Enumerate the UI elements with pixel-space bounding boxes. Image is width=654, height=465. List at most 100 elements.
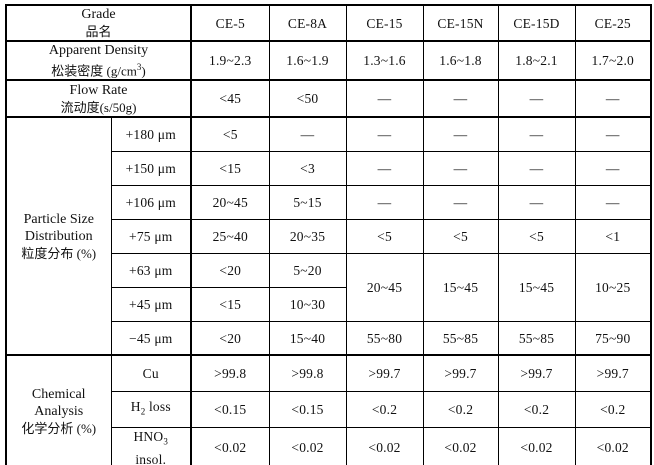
flow-rate-label-cell: Flow Rate 流动度(s/50g) (5, 79, 192, 118)
particle-size-row: +45 μm <15 10~30 (6, 286, 651, 322)
value-cell: <0.02 (345, 426, 424, 465)
value-cell: <0.02 (268, 426, 347, 465)
apparent-density-label-cn: 松装密度 (g/cm3) (51, 62, 146, 79)
value-cell: >99.8 (268, 354, 347, 392)
value-cell: 1.6~1.8 (422, 39, 499, 81)
value-cell: <3 (268, 150, 347, 186)
chemical-param-label: HNO3 insol. (110, 426, 192, 465)
value-cell: — (574, 150, 652, 186)
value-cell: 5~15 (268, 184, 347, 220)
chemical-analysis-label-cell: Chemical Analysis 化学分析 (%) (5, 354, 112, 465)
particle-size-label-cell: Particle Size Distribution 粒度分布 (%) (5, 116, 112, 356)
chemical-analysis-row: Chemical Analysis 化学分析 (%) Cu >99.8 >99.… (5, 354, 652, 465)
value-cell: <50 (268, 79, 347, 118)
value-cell: <20 (190, 320, 270, 356)
value-cell: <20 (190, 252, 270, 288)
size-fraction-label: +150 μm (110, 150, 192, 186)
value-cell: >99.7 (497, 354, 576, 392)
copper-powder-spec-table: Grade 品名 CE-5 CE-8A CE-15 CE-15N CE-15D … (5, 4, 653, 465)
particle-size-row: +63 μm <20 5~20 20~45 15~45 15~45 10~25 (6, 252, 652, 322)
grade-column-ce8a: CE-8A (268, 4, 347, 42)
value-cell: — (422, 116, 499, 152)
value-cell: <0.2 (345, 390, 424, 428)
particle-size-row: Particle Size Distribution 粒度分布 (%) +180… (5, 116, 652, 356)
value-cell: 1.6~1.9 (268, 39, 347, 81)
value-cell: — (422, 184, 499, 220)
value-cell: 55~80 (345, 320, 424, 356)
flow-rate-row: Flow Rate 流动度(s/50g) <45 <50 — — — — (5, 79, 652, 118)
size-fraction-label: −45 μm (110, 320, 192, 356)
value-cell: 15~40 (268, 320, 347, 356)
value-cell: 1.3~1.6 (345, 39, 424, 81)
value-cell: 20~45 (190, 184, 270, 220)
value-cell: <0.15 (268, 390, 347, 428)
particle-size-row: +106 μm 20~45 5~15 — — — — (6, 184, 652, 220)
grade-label-en: Grade (81, 7, 116, 22)
grade-column-ce15n: CE-15N (422, 4, 499, 42)
grade-column-ce15d: CE-15D (497, 4, 576, 42)
value-cell: <0.2 (422, 390, 499, 428)
value-cell: — (574, 79, 652, 118)
size-fraction-label: +63 μm (110, 252, 192, 288)
value-cell: 75~90 (574, 320, 652, 356)
value-cell: — (574, 184, 652, 220)
value-cell: <5 (497, 218, 576, 254)
value-cell: — (268, 116, 347, 152)
value-cell: 5~20 (268, 252, 347, 288)
value-cell: <0.02 (190, 426, 270, 465)
value-cell: <0.15 (190, 390, 270, 428)
value-cell: <45 (190, 79, 270, 118)
value-cell: — (345, 184, 424, 220)
particle-size-row: +150 μm <15 <3 — — — — (6, 150, 652, 186)
apparent-density-row: Apparent Density 松装密度 (g/cm3) 1.9~2.3 1.… (5, 39, 652, 81)
value-cell: 1.9~2.3 (190, 39, 270, 81)
value-cell: — (497, 184, 576, 220)
particle-size-row: −45 μm <20 15~40 55~80 55~85 55~85 75~90 (6, 320, 652, 356)
value-cell: <0.2 (497, 390, 576, 428)
value-cell: 10~30 (268, 286, 347, 322)
value-cell: >99.7 (422, 354, 499, 392)
merged-value-cell: 15~45 (497, 252, 576, 322)
value-cell: <5 (190, 116, 270, 152)
merged-value-cell: 20~45 (345, 252, 424, 322)
merged-value-cell: 15~45 (422, 252, 499, 322)
value-cell: — (345, 116, 424, 152)
value-cell: — (422, 150, 499, 186)
apparent-density-label-cell: Apparent Density 松装密度 (g/cm3) (5, 39, 192, 81)
value-cell: — (422, 79, 499, 118)
value-cell: <0.02 (422, 426, 499, 465)
value-cell: <0.02 (574, 426, 652, 465)
header-row: Grade 品名 CE-5 CE-8A CE-15 CE-15N CE-15D … (5, 4, 652, 42)
particle-size-row: +75 μm 25~40 20~35 <5 <5 <5 <1 (6, 218, 652, 254)
value-cell: — (345, 150, 424, 186)
chemical-analysis-row: HNO3 insol. <0.02 <0.02 <0.02 <0.02 <0.0… (6, 426, 652, 465)
value-cell: 1.7~2.0 (574, 39, 652, 81)
grade-column-ce15: CE-15 (345, 4, 424, 42)
value-cell: >99.8 (190, 354, 270, 392)
value-cell: 20~35 (268, 218, 347, 254)
chemical-analysis-row: H2 loss <0.15 <0.15 <0.2 <0.2 <0.2 <0.2 (6, 390, 652, 428)
value-cell: <1 (574, 218, 652, 254)
value-cell: 25~40 (190, 218, 270, 254)
size-fraction-label: +180 μm (110, 116, 192, 152)
value-cell: 55~85 (497, 320, 576, 356)
size-fraction-label: +45 μm (110, 286, 192, 322)
value-cell: >99.7 (574, 354, 652, 392)
size-fraction-label: +75 μm (110, 218, 192, 254)
value-cell: 55~85 (422, 320, 499, 356)
size-fraction-label: +106 μm (110, 184, 192, 220)
grade-column-ce25: CE-25 (574, 4, 652, 42)
value-cell: 1.8~2.1 (497, 39, 576, 81)
value-cell: >99.7 (345, 354, 424, 392)
value-cell: <0.02 (497, 426, 576, 465)
chemical-param-label: H2 loss (110, 390, 192, 428)
grade-column-ce5: CE-5 (190, 4, 270, 42)
value-cell: — (497, 116, 576, 152)
value-cell: — (497, 150, 576, 186)
merged-value-cell: 10~25 (574, 252, 652, 322)
value-cell: — (497, 79, 576, 118)
chemical-param-label: Cu (110, 354, 192, 392)
value-cell: — (345, 79, 424, 118)
value-cell: <5 (345, 218, 424, 254)
